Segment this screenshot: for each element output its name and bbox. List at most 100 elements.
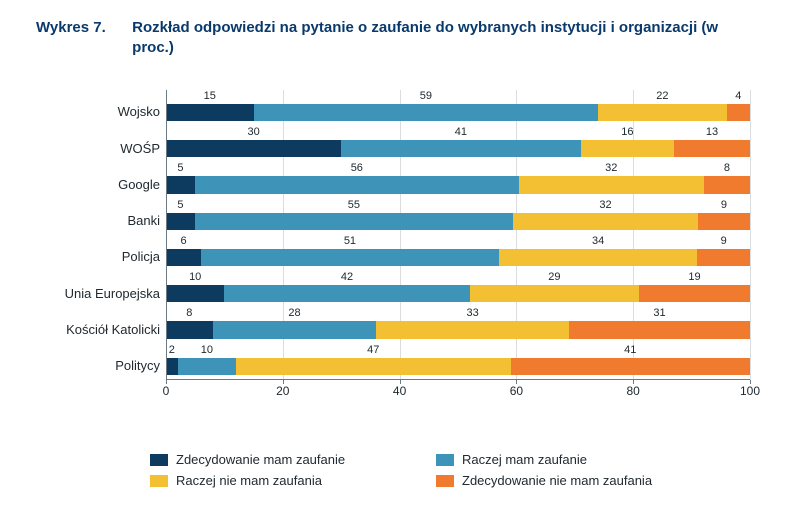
bar-value-label: 32 <box>605 162 617 174</box>
bar-segment: 5 <box>166 176 195 193</box>
bar-segment: 9 <box>697 249 750 266</box>
bar-value-label: 5 <box>177 162 183 174</box>
x-tick-label: 20 <box>276 384 289 398</box>
bar-row: 556328 <box>166 176 750 193</box>
legend-label: Raczej nie mam zaufania <box>176 473 322 488</box>
bar-value-label: 28 <box>288 307 300 319</box>
bar-segment: 41 <box>341 140 580 157</box>
bar-value-label: 4 <box>735 90 741 102</box>
bar-value-label: 59 <box>420 90 432 102</box>
y-label: Policja <box>36 250 160 264</box>
y-label: Unia Europejska <box>36 287 160 301</box>
bar-segment: 16 <box>581 140 674 157</box>
bar-value-label: 41 <box>624 344 636 356</box>
bar-segment: 4 <box>727 104 750 121</box>
bar-set: 30411613 <box>166 140 750 157</box>
bar-row: 555329 <box>166 213 750 230</box>
bar-value-label: 31 <box>653 307 665 319</box>
legend-item: Raczej nie mam zaufania <box>150 473 408 488</box>
bar-value-label: 41 <box>455 126 467 138</box>
bar-value-label: 8 <box>186 307 192 319</box>
y-label: WOŚP <box>36 142 160 156</box>
bar-segment: 8 <box>166 321 213 338</box>
bar-value-label: 9 <box>721 199 727 211</box>
bars-layer: 1559224304116135563285553296513491042291… <box>166 90 750 380</box>
bar-row: 2104741 <box>166 358 750 375</box>
x-tick-mark <box>283 380 284 384</box>
legend-swatch <box>150 454 168 466</box>
x-tick-label: 100 <box>740 384 760 398</box>
bar-segment: 32 <box>519 176 704 193</box>
bar-segment: 59 <box>254 104 599 121</box>
bar-row: 8283331 <box>166 321 750 338</box>
bar-segment: 10 <box>178 358 236 375</box>
bar-segment: 10 <box>166 285 224 302</box>
bar-value-label: 6 <box>180 235 186 247</box>
x-tick-mark <box>166 380 167 384</box>
bar-value-label: 33 <box>466 307 478 319</box>
y-label: Google <box>36 178 160 192</box>
bar-value-label: 13 <box>706 126 718 138</box>
bar-value-label: 5 <box>177 199 183 211</box>
bar-set: 10422919 <box>166 285 750 302</box>
legend-item: Zdecydowanie mam zaufanie <box>150 452 408 467</box>
bar-value-label: 9 <box>721 235 727 247</box>
bar-set: 556328 <box>166 176 750 193</box>
x-tick-mark <box>633 380 634 384</box>
bar-segment: 28 <box>213 321 377 338</box>
bar-set: 2104741 <box>166 358 750 375</box>
bar-value-label: 34 <box>592 235 604 247</box>
bar-segment: 47 <box>236 358 510 375</box>
bar-segment: 30 <box>166 140 341 157</box>
plot-area: 1559224304116135563285553296513491042291… <box>166 90 750 380</box>
x-axis-line <box>166 379 750 380</box>
x-tick-mark <box>750 380 751 384</box>
bar-set: 1559224 <box>166 104 750 121</box>
chart-title: Wykres 7. Rozkład odpowiedzi na pytanie … <box>36 18 756 59</box>
bar-segment: 15 <box>166 104 254 121</box>
bar-segment: 8 <box>704 176 750 193</box>
bar-value-label: 51 <box>344 235 356 247</box>
bar-value-label: 10 <box>201 344 213 356</box>
bar-value-label: 56 <box>351 162 363 174</box>
bar-set: 8283331 <box>166 321 750 338</box>
legend-item: Raczej mam zaufanie <box>436 452 694 467</box>
bar-segment: 2 <box>166 358 178 375</box>
bar-segment: 29 <box>470 285 639 302</box>
bar-set: 555329 <box>166 213 750 230</box>
bar-segment: 55 <box>195 213 513 230</box>
bar-value-label: 30 <box>247 126 259 138</box>
bar-segment: 31 <box>569 321 750 338</box>
bar-segment: 33 <box>376 321 569 338</box>
bar-segment: 9 <box>698 213 750 230</box>
chart-title-prefix: Wykres 7. <box>36 18 128 38</box>
bar-segment: 42 <box>224 285 469 302</box>
legend-swatch <box>436 454 454 466</box>
bar-value-label: 55 <box>348 199 360 211</box>
gridline <box>750 90 751 380</box>
bar-segment: 6 <box>166 249 201 266</box>
bar-value-label: 42 <box>341 271 353 283</box>
bar-segment: 22 <box>598 104 726 121</box>
bar-row: 1559224 <box>166 104 750 121</box>
bar-value-label: 8 <box>724 162 730 174</box>
bar-set: 651349 <box>166 249 750 266</box>
bar-value-label: 47 <box>367 344 379 356</box>
bar-row: 30411613 <box>166 140 750 157</box>
x-tick-mark <box>400 380 401 384</box>
x-tick-mark <box>516 380 517 384</box>
x-tick-label: 0 <box>163 384 170 398</box>
legend-item: Zdecydowanie nie mam zaufania <box>436 473 694 488</box>
bar-segment: 41 <box>511 358 750 375</box>
legend-label: Zdecydowanie mam zaufanie <box>176 452 345 467</box>
y-label: Kościół Katolicki <box>36 323 160 337</box>
x-tick-label: 80 <box>627 384 640 398</box>
legend-label: Zdecydowanie nie mam zaufania <box>462 473 652 488</box>
bar-segment: 13 <box>674 140 750 157</box>
bar-value-label: 19 <box>688 271 700 283</box>
bar-value-label: 10 <box>189 271 201 283</box>
bar-row: 10422919 <box>166 285 750 302</box>
x-tick-label: 60 <box>510 384 523 398</box>
legend: Zdecydowanie mam zaufanie Raczej mam zauf… <box>150 452 710 488</box>
x-axis-ticks: 020406080100 <box>166 384 750 402</box>
